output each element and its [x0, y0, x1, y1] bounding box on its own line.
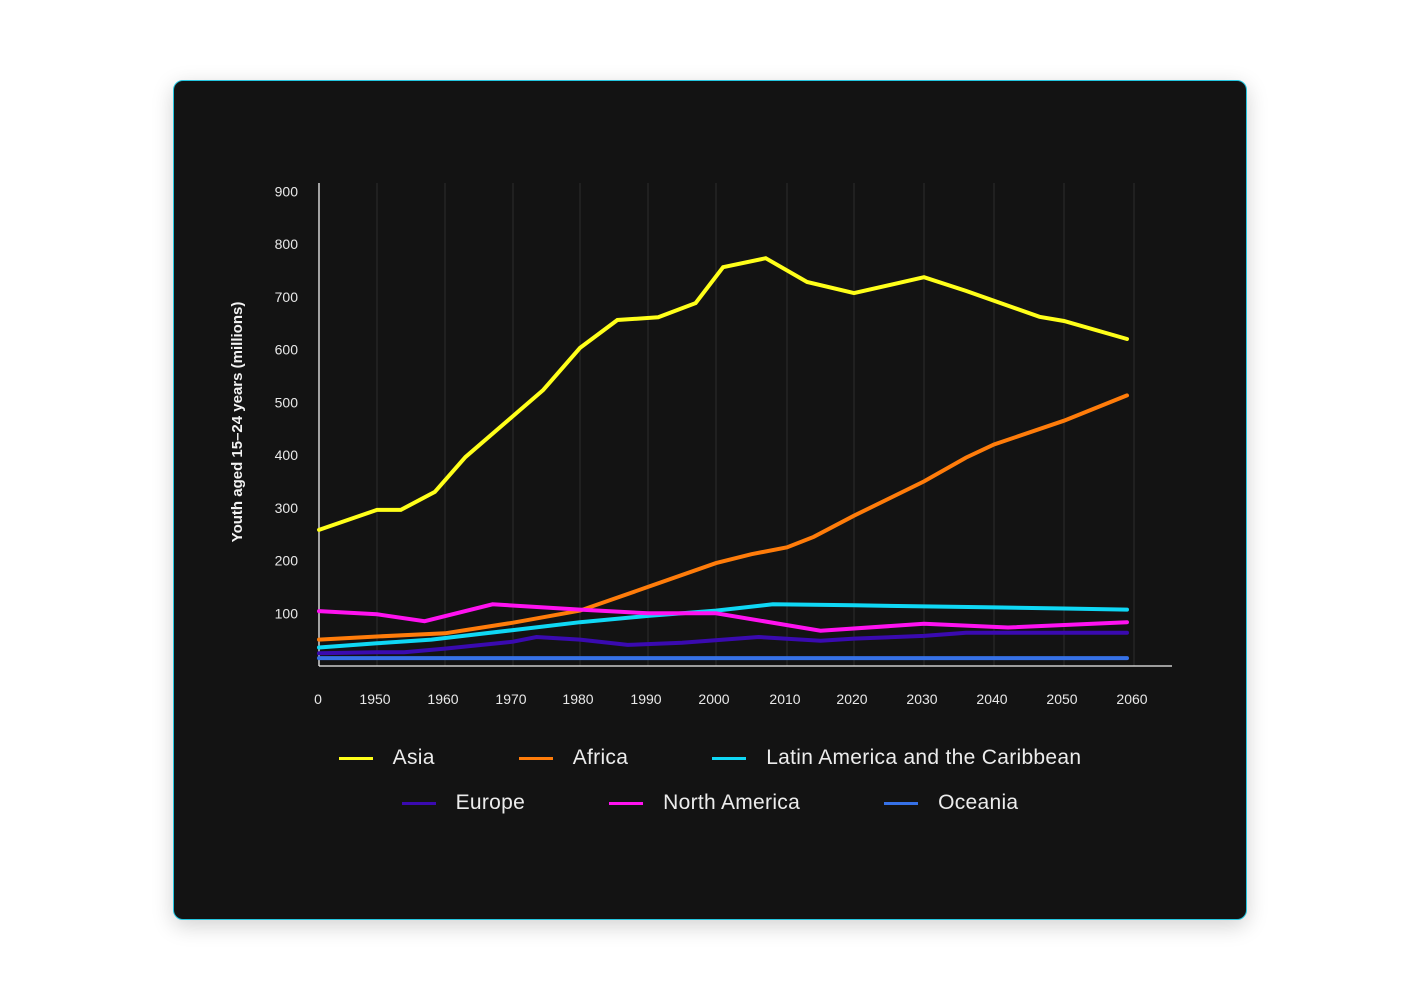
legend-swatch-latin-america	[712, 756, 747, 760]
legend-item-oceania[interactable]: Oceania	[884, 791, 1018, 815]
legend-label: North America	[663, 791, 801, 814]
y-tick-label: 400	[275, 447, 299, 463]
x-tick-label: 2040	[976, 691, 1007, 707]
legend-row-2: Europe North America Oceania	[0, 791, 1420, 815]
x-tick-label: 1990	[630, 691, 661, 707]
x-tick-label: 0	[314, 691, 322, 707]
vertical-grid	[376, 183, 1135, 666]
legend-swatch-africa	[518, 756, 553, 760]
x-axis-ticks: 0 1950 1960 1970 1980 1990 2000 2010 2020 2030 204…	[314, 691, 1148, 707]
legend-label: Latin America and the Caribbean	[766, 746, 1082, 769]
x-tick-label: 2060	[1116, 691, 1147, 707]
y-tick-label: 600	[275, 342, 299, 358]
legend-swatch-europe	[401, 801, 436, 805]
legend-swatch-asia	[338, 756, 373, 760]
legend-item-africa[interactable]: Africa	[518, 746, 629, 770]
x-tick-label: 2000	[698, 691, 729, 707]
y-tick-label: 200	[275, 553, 299, 569]
legend-item-europe[interactable]: Europe	[401, 791, 526, 815]
y-axis-label: Youth aged 15–24 years (millions)	[229, 302, 246, 543]
y-tick-label: 800	[275, 236, 299, 252]
legend-label: Asia	[392, 746, 435, 769]
axes	[318, 183, 1172, 667]
chart-card	[173, 80, 1247, 920]
x-tick-label: 2050	[1046, 691, 1077, 707]
y-axis-ticks: 100 200 300 400 500 600 700 800 900	[275, 183, 299, 621]
legend-swatch-oceania	[884, 801, 919, 805]
series-line-latin-america-and-the-caribbean	[317, 602, 1129, 650]
series-line-north-america	[317, 602, 1129, 633]
x-tick-label: 1950	[359, 691, 390, 707]
legend-row-1: Asia Africa Latin America and the Caribb…	[0, 746, 1420, 770]
legend-label: Africa	[572, 746, 629, 769]
series-line-europe	[317, 630, 1129, 656]
series-lines	[317, 256, 1129, 661]
y-tick-label: 300	[275, 500, 299, 516]
y-tick-label: 700	[275, 289, 299, 305]
series-line-asia	[317, 256, 1129, 532]
legend-item-north-america[interactable]: North America	[609, 791, 800, 815]
legend-label: Oceania	[938, 791, 1019, 814]
legend-item-asia[interactable]: Asia	[338, 746, 435, 770]
y-tick-label: 500	[275, 394, 299, 410]
x-tick-label: 1960	[427, 691, 458, 707]
x-tick-label: 1980	[562, 691, 593, 707]
x-tick-label: 2020	[836, 691, 867, 707]
y-tick-label: 900	[275, 183, 299, 199]
x-tick-label: 1970	[495, 691, 526, 707]
legend-item-latin-america[interactable]: Latin America and the Caribbean	[712, 746, 1081, 770]
x-tick-label: 2010	[769, 691, 800, 707]
legend-label: Europe	[455, 791, 526, 814]
x-tick-label: 2030	[906, 691, 937, 707]
y-tick-label: 100	[275, 605, 299, 621]
legend-swatch-north-america	[609, 801, 644, 805]
series-line-africa	[317, 393, 1129, 642]
